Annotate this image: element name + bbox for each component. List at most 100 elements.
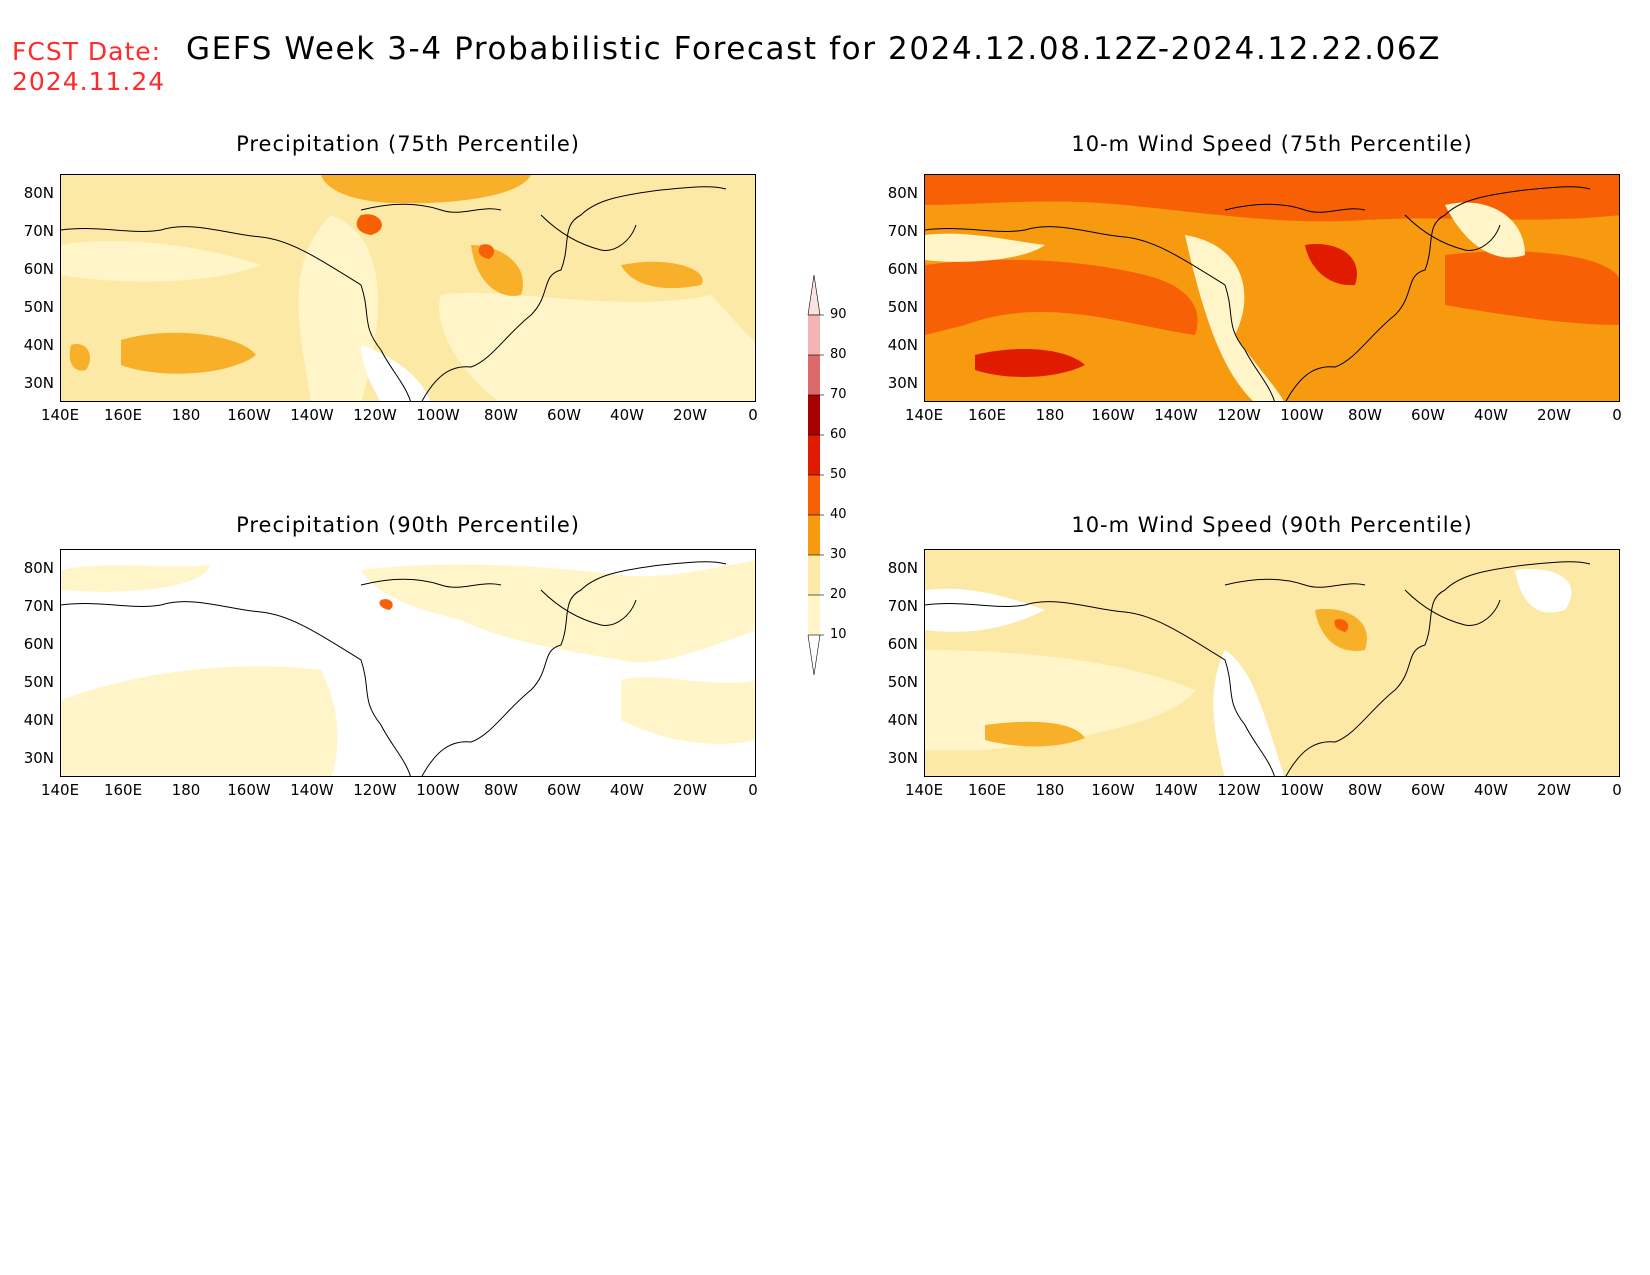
fill-30: [321, 175, 531, 204]
lon-tick-label: 0: [1612, 406, 1622, 424]
colorbar-label: 10: [830, 627, 847, 642]
lon-tick-label: 0: [1612, 781, 1622, 799]
fill-low: [1515, 569, 1572, 613]
coastline: [61, 186, 727, 401]
lon-tick-label: 20W: [673, 406, 707, 424]
lon-tick-label: 140W: [1154, 406, 1198, 424]
lon-tick-label: 20W: [1537, 406, 1571, 424]
lon-tick-label: 120W: [1217, 781, 1261, 799]
fill-30: [471, 245, 523, 296]
lon-tick-label: 140E: [904, 406, 944, 424]
lon-tick-label: 180: [1035, 781, 1065, 799]
lon-tick-label: 20W: [1537, 781, 1571, 799]
lon-tick-label: 60W: [547, 406, 581, 424]
colorbar-label: 50: [830, 467, 847, 482]
fill-low: [298, 215, 378, 401]
fill-low: [1185, 235, 1284, 401]
lon-tick-label: 40W: [610, 406, 644, 424]
fill-40: [925, 259, 1198, 335]
lon-tick-label: 120W: [353, 781, 397, 799]
colorbar-segment: [808, 315, 820, 355]
lat-tick-label: 70N: [23, 222, 54, 240]
precip-90-contours: [61, 550, 755, 776]
coastline: [925, 561, 1591, 776]
map-wind-75: [924, 174, 1620, 402]
lon-tick-label: 160W: [1091, 406, 1135, 424]
colorbar-segment: [808, 515, 820, 555]
lon-tick-label: 40W: [610, 781, 644, 799]
lat-tick-label: 40N: [23, 711, 54, 729]
lat-tick-label: 80N: [23, 559, 54, 577]
lon-tick-label: 100W: [1280, 406, 1324, 424]
precip-75-contours: [61, 175, 755, 401]
lat-tick-label: 60N: [23, 635, 54, 653]
colorbar-segment: [808, 595, 820, 635]
colorbar-segment: [808, 555, 820, 595]
lat-tick-label: 80N: [887, 184, 918, 202]
forecast-date-value: 2024.11.24: [12, 67, 166, 96]
fill-50: [1305, 244, 1357, 286]
colorbar-label: 40: [830, 507, 847, 522]
colorbar-label: 20: [830, 587, 847, 602]
fill-10: [621, 677, 755, 744]
lon-tick-label: 160E: [967, 781, 1007, 799]
lat-tick-label: 30N: [887, 749, 918, 767]
lon-tick-label: 120W: [1217, 406, 1261, 424]
lat-tick-label: 30N: [23, 749, 54, 767]
lon-tick-label: 140W: [290, 406, 334, 424]
colorbar-label: 80: [830, 347, 847, 362]
lat-tick-label: 80N: [887, 559, 918, 577]
lon-tick-label: 140E: [40, 781, 80, 799]
fill-low: [1213, 650, 1285, 776]
map-precip-75: [60, 174, 756, 402]
colorbar-bottom-arrow: [807, 634, 821, 676]
lat-tick-label: 50N: [887, 298, 918, 316]
lon-tick-label: 160W: [1091, 781, 1135, 799]
lon-tick-label: 140W: [290, 781, 334, 799]
lon-tick-label: 160E: [967, 406, 1007, 424]
forecast-date-label: FCST Date:: [12, 37, 162, 66]
lat-tick-label: 40N: [23, 336, 54, 354]
lon-tick-label: 80W: [484, 781, 518, 799]
lat-tick-label: 30N: [23, 374, 54, 392]
lon-tick-label: 80W: [1348, 406, 1382, 424]
lon-tick-label: 140E: [904, 781, 944, 799]
lon-tick-label: 120W: [353, 406, 397, 424]
lon-tick-label: 160E: [103, 781, 143, 799]
colorbar-segment: [808, 435, 820, 475]
lon-tick-label: 140E: [40, 406, 80, 424]
fill-low: [1445, 202, 1525, 258]
colorbar-label: 70: [830, 387, 847, 402]
lon-tick-label: 0: [748, 781, 758, 799]
lon-tick-label: 60W: [547, 781, 581, 799]
fill-30: [621, 261, 703, 289]
colorbar-segment: [808, 475, 820, 515]
fill-40: [1445, 251, 1619, 325]
colorbar-label: 60: [830, 427, 847, 442]
fill-low: [439, 292, 755, 401]
fill-40: [925, 175, 1619, 222]
colorbar-label: 90: [830, 307, 847, 322]
lat-tick-label: 50N: [23, 673, 54, 691]
coastline: [61, 561, 727, 776]
fill-10: [61, 666, 338, 776]
lat-tick-label: 70N: [23, 597, 54, 615]
fill-50: [975, 349, 1085, 377]
fill-40: [356, 214, 382, 235]
fill-30: [379, 599, 393, 610]
lon-tick-label: 40W: [1474, 406, 1508, 424]
panel-title-wind-75: 10-m Wind Speed (75th Percentile): [1071, 132, 1473, 156]
coastline: [925, 186, 1591, 401]
lon-tick-label: 80W: [484, 406, 518, 424]
lat-tick-label: 60N: [887, 260, 918, 278]
fill-10: [61, 565, 211, 592]
lat-tick-label: 50N: [887, 673, 918, 691]
panel-title-precip-75: Precipitation (75th Percentile): [236, 132, 580, 156]
colorbar-label: 30: [830, 547, 847, 562]
fill-low: [925, 588, 1045, 632]
fill-30: [69, 344, 91, 371]
fill-10: [361, 560, 755, 663]
lon-tick-label: 100W: [1280, 781, 1324, 799]
lon-tick-label: 180: [1035, 406, 1065, 424]
lat-tick-label: 40N: [887, 711, 918, 729]
